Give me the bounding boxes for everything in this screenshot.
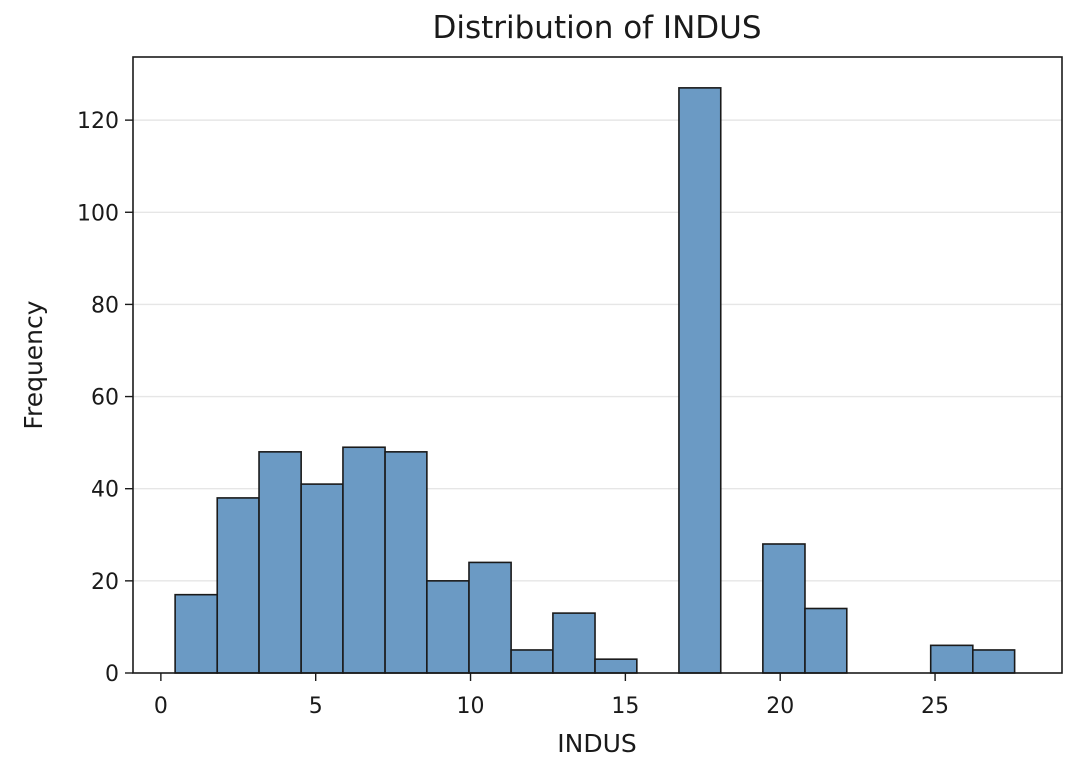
histogram-bar [929,644,974,674]
x-tick-label: 10 [457,694,485,719]
y-tick-label: 80 [91,293,119,318]
x-tick-label: 5 [309,694,323,719]
x-tick-label: 20 [766,694,794,719]
x-tick-label: 0 [154,694,168,719]
histogram-bar [510,649,554,674]
y-tick-label: 100 [77,201,119,226]
histogram-bar [342,446,386,674]
y-tick-label: 0 [105,662,119,687]
x-axis-ticks: 0 5 10 15 20 25 [154,673,949,719]
histogram-bar [426,580,470,674]
y-tick-label: 20 [91,570,119,595]
histogram-bar [258,451,302,674]
y-axis-label: Frequency [19,300,48,429]
histogram-bar [804,607,848,674]
y-axis-ticks: 0 20 40 60 80 100 120 [77,109,133,687]
histogram-bar [216,497,260,674]
histogram-bar [384,451,428,674]
histogram-bar [552,612,596,674]
bars [174,87,1016,674]
chart-title: Distribution of INDUS [432,10,761,46]
x-axis-label: INDUS [557,729,637,758]
histogram-bar [594,658,638,674]
histogram-bar [762,543,806,674]
y-tick-label: 40 [91,478,119,503]
x-tick-label: 15 [611,694,639,719]
x-tick-label: 25 [921,694,949,719]
histogram-bar [678,87,722,674]
y-tick-label: 60 [91,386,119,411]
histogram-bar [972,649,1016,674]
histogram-bar [300,483,344,674]
plot-frame [132,56,1063,674]
histogram-bar [174,593,219,674]
histogram-bar [468,561,512,674]
y-tick-label: 120 [77,109,119,134]
